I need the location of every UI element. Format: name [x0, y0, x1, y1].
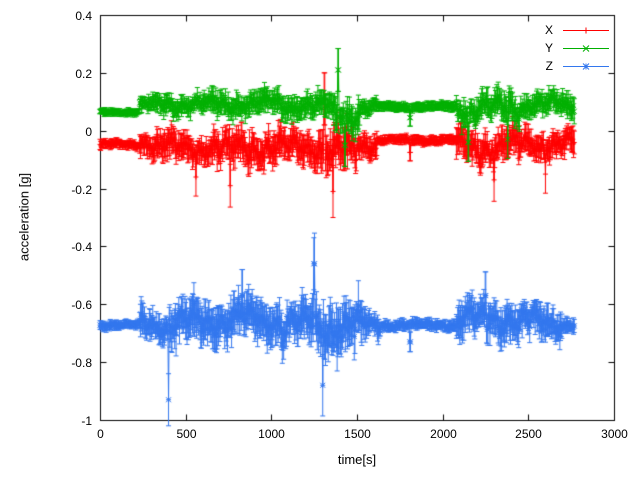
- legend-label-x: X: [544, 23, 553, 37]
- x-tick-label: 1000: [258, 427, 285, 441]
- legend-sample-z-icon: [563, 62, 609, 70]
- x-tick-label: 500: [176, 427, 197, 441]
- legend-entry-y: Y: [545, 39, 610, 57]
- x-tick-label: 2000: [430, 427, 457, 441]
- y-tick-label: -1: [81, 413, 92, 428]
- y-tick-label: -0.8: [71, 355, 92, 370]
- x-tick-label: 1500: [344, 427, 371, 441]
- legend-sample-y-icon: [563, 44, 609, 52]
- y-tick-label: -0.2: [71, 182, 92, 197]
- y-tick-label: 0: [85, 124, 92, 139]
- legend-label-y: Y: [544, 41, 553, 55]
- legend: X Y Z: [545, 21, 610, 75]
- legend-entry-z: Z: [545, 57, 610, 75]
- y-axis-label: acceleration [g]: [16, 172, 32, 262]
- x-tick-label: 0: [97, 427, 104, 441]
- y-tick-label: 0.2: [75, 66, 92, 81]
- x-tick-label: 2500: [515, 427, 542, 441]
- x-axis-label: time[s]: [337, 452, 377, 467]
- legend-label-z: Z: [545, 59, 553, 73]
- x-tick-label: 3000: [601, 427, 628, 441]
- y-tick-label: -0.6: [71, 297, 92, 312]
- y-tick-label: -0.4: [71, 239, 92, 254]
- legend-sample-x-icon: [563, 27, 609, 33]
- legend-entry-x: X: [545, 21, 610, 39]
- y-tick-label: 0.4: [75, 8, 92, 23]
